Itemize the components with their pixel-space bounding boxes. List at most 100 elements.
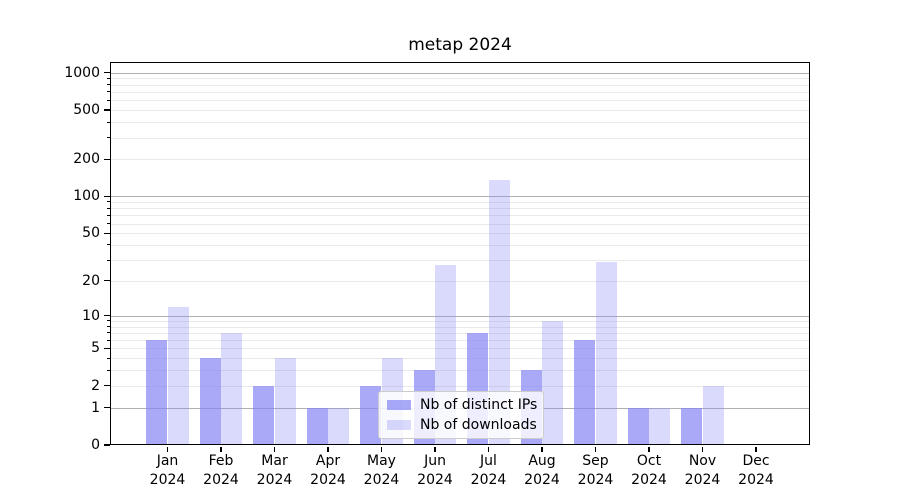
legend: Nb of distinct IPs Nb of downloads: [378, 391, 544, 439]
chart-title: metap 2024: [408, 35, 512, 55]
x-tick-may: [380, 446, 383, 452]
bar-downloads-aug: [542, 320, 564, 445]
x-tick-label-aug: Aug 2024: [511, 452, 573, 490]
legend-swatch-distinct-ips: [387, 400, 411, 410]
y-tick-label-20: 20: [82, 272, 100, 289]
x-tick-mar: [273, 446, 276, 452]
x-tick-feb: [220, 446, 222, 452]
bar-downloads-nov: [702, 385, 724, 445]
legend-entry-distinct-ips: Nb of distinct IPs: [387, 396, 537, 414]
bar-distinct-ips-nov: [681, 407, 703, 445]
x-tick-label-feb: Feb 2024: [190, 452, 252, 490]
y-tick-label-1000: 1000: [64, 64, 100, 81]
y-minortick-600: [106, 99, 110, 101]
y-minortick-8: [106, 326, 110, 328]
gridline-minor-2: [111, 385, 809, 387]
y-minortick-30: [106, 259, 110, 261]
gridline-minor-8: [111, 326, 809, 328]
x-tick-label-apr: Apr 2024: [297, 452, 359, 490]
y-minortick-900: [106, 77, 110, 79]
y-tick-label-2: 2: [91, 377, 100, 394]
legend-swatch-downloads: [387, 420, 411, 430]
x-tick-label-dec: Dec 2024: [725, 452, 787, 490]
gridline-minor-90: [111, 201, 809, 203]
x-tick-nov: [701, 446, 704, 452]
y-minortick-40: [106, 244, 110, 246]
x-tick-month: Aug: [528, 453, 556, 469]
x-tick-month: Dec: [742, 453, 770, 469]
x-tick-apr: [327, 446, 329, 452]
x-tick-year: 2024: [203, 472, 239, 488]
gridline-minor-9: [111, 320, 809, 322]
gridline-minor-5: [111, 348, 809, 350]
x-tick-month: Apr: [315, 453, 341, 469]
gridline-minor-200: [111, 159, 809, 161]
gridline-major-1000: [111, 72, 809, 74]
y-tick-label-200: 200: [73, 151, 100, 168]
x-tick-month: Feb: [208, 453, 234, 469]
x-tick-month: Oct: [636, 453, 662, 469]
x-tick-year: 2024: [577, 472, 614, 488]
x-tick-label-jan: Jan 2024: [137, 452, 199, 490]
y-tick-label-5: 5: [91, 340, 100, 357]
gridline-minor-900: [111, 78, 809, 80]
bar-distinct-ips-may: [360, 385, 382, 445]
x-tick-label-oct: Oct 2024: [618, 452, 680, 490]
gridline-minor-500: [111, 110, 809, 111]
gridline-minor-3: [111, 370, 809, 372]
y-tick-5: [104, 347, 110, 349]
y-tick-label-50: 50: [82, 225, 100, 242]
y-minortick-4: [106, 357, 110, 359]
bar-downloads-jul: [488, 180, 510, 445]
legend-label-downloads: Nb of downloads: [420, 417, 537, 433]
x-tick-year: 2024: [149, 472, 186, 488]
gridline-major-100: [111, 196, 809, 198]
bar-distinct-ips-sep: [574, 340, 596, 445]
gridline-minor-40: [111, 244, 809, 246]
y-tick-label-500: 500: [73, 102, 100, 118]
y-minortick-60: [106, 223, 110, 224]
x-tick-sep: [594, 446, 597, 452]
gridline-minor-800: [111, 84, 809, 86]
x-tick-oct: [648, 446, 650, 452]
gridline-minor-50: [111, 233, 809, 235]
x-tick-month: Jul: [480, 453, 497, 469]
y-tick-500: [104, 109, 110, 111]
y-tick-200: [104, 158, 110, 160]
y-minortick-700: [106, 91, 110, 93]
gridline-minor-300: [111, 137, 809, 139]
y-minortick-70: [106, 214, 110, 216]
gridline-minor-7: [111, 332, 809, 334]
gridline-minor-6: [111, 340, 809, 342]
y-tick-1000: [104, 72, 110, 74]
bar-downloads-jan: [167, 306, 189, 445]
gridline-minor-700: [111, 91, 809, 93]
x-tick-label-jul: Jul 2024: [458, 452, 520, 490]
gridline-minor-20: [111, 280, 809, 282]
x-tick-year: 2024: [310, 472, 346, 488]
y-tick-0: [104, 444, 110, 446]
bar-downloads-feb: [221, 332, 243, 445]
y-tick-label-0: 0: [91, 437, 100, 453]
bar-downloads-oct: [649, 407, 671, 445]
gridline-minor-600: [111, 100, 809, 102]
bar-distinct-ips-jan: [146, 340, 168, 445]
gridline-minor-4: [111, 358, 809, 360]
y-tick-label-10: 10: [82, 307, 100, 324]
y-tick-10: [104, 315, 110, 317]
gridline-minor-60: [111, 223, 809, 225]
x-tick-year: 2024: [631, 472, 667, 488]
bar-distinct-ips-oct: [627, 407, 649, 445]
x-tick-month: Mar: [261, 453, 288, 469]
x-tick-label-nov: Nov 2024: [672, 452, 734, 490]
x-tick-label-may: May 2024: [351, 452, 413, 490]
gridline-minor-30: [111, 260, 809, 261]
y-minortick-3: [106, 369, 110, 371]
x-tick-year: 2024: [417, 472, 453, 488]
x-tick-month: Sep: [582, 453, 609, 469]
y-minortick-6: [106, 339, 110, 341]
bar-distinct-ips-mar: [253, 385, 275, 445]
y-tick-label-100: 100: [73, 188, 100, 205]
x-tick-jan: [166, 446, 169, 452]
